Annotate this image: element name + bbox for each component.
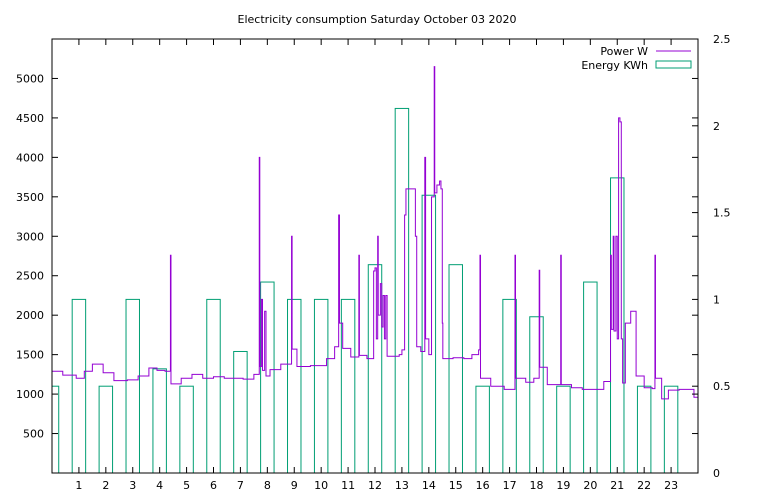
energy-bar [636,385,652,474]
x-tick-label: 16 [476,479,490,492]
x-tick-label: 10 [314,479,328,492]
x-tick-label: 9 [291,479,298,492]
legend-power-label: Power W [600,45,648,58]
y-left-tick-label: 2500 [16,270,44,283]
energy-series [51,107,679,474]
energy-bar [583,281,598,474]
energy-bar [502,298,517,474]
y-right-tick-label: 1.5 [713,207,731,220]
y-left-tick-label: 4000 [16,151,44,164]
x-tick-label: 22 [637,479,651,492]
x-tick-label: 3 [129,479,136,492]
y-left-tick-label: 500 [23,428,44,441]
x-tick-label: 6 [210,479,217,492]
y-right-tick-label: 1 [713,293,720,306]
energy-bar [421,194,437,474]
y-left-tick-label: 4500 [16,112,44,125]
x-tick-label: 20 [583,479,597,492]
x-tick-label: 21 [610,479,624,492]
axes: 500 1000 1500 2000 2500 3000 3500 4000 4500 5000 0… [16,33,731,492]
x-tick-label: 19 [556,479,570,492]
x-tick-label: 11 [341,479,355,492]
plot-frame [51,38,699,474]
energy-bar [394,107,410,474]
x-tick-label: 15 [449,479,463,492]
x-tick-label: 17 [503,479,517,492]
y-right-tick-label: 2.5 [713,33,731,46]
y-left-tick-label: 3000 [16,230,44,243]
x-tick-label: 4 [156,479,163,492]
energy-bar [206,298,221,474]
energy-bar [475,385,490,474]
y-right-tick-label: 2 [713,120,720,133]
energy-bar [125,298,140,474]
x-tick-label: 1 [75,479,82,492]
legend-energy-label: Energy KWh [581,59,648,72]
energy-bar [448,264,463,474]
energy-bar [51,385,60,474]
y-left-tick-label: 2000 [16,309,44,322]
legend: Power W Energy KWh [581,45,692,72]
y-left-tick-label: 1000 [16,388,44,401]
energy-bar [98,385,114,474]
energy-bar [233,350,248,474]
energy-bar [179,385,194,474]
x-tick-label: 5 [183,479,190,492]
energy-bar [313,298,329,474]
y-left-tick-label: 3500 [16,191,44,204]
energy-bar [556,385,571,474]
energy-bar [367,264,383,474]
energy-bar [340,298,356,474]
y-left-tick-label: 1500 [16,349,44,362]
x-tick-label: 12 [368,479,382,492]
x-tick-label: 18 [530,479,544,492]
energy-bar [529,316,544,474]
chart-title: Electricity consumption Saturday October… [238,13,517,26]
x-tick-label: 13 [395,479,409,492]
y-right-tick-label: 0 [713,467,720,480]
energy-bar [71,298,87,474]
energy-bar [287,298,302,474]
x-tick-label: 23 [664,479,678,492]
power-line [52,66,698,400]
y-left-tick-label: 5000 [16,72,44,85]
x-tick-label: 7 [237,479,244,492]
legend-energy-swatch [655,60,692,69]
energy-bar [152,368,167,474]
x-tick-label: 14 [422,479,436,492]
x-tick-label: 2 [102,479,109,492]
power-series [52,66,698,400]
x-tick-label: 8 [264,479,271,492]
y-right-tick-label: 0.5 [713,380,731,393]
